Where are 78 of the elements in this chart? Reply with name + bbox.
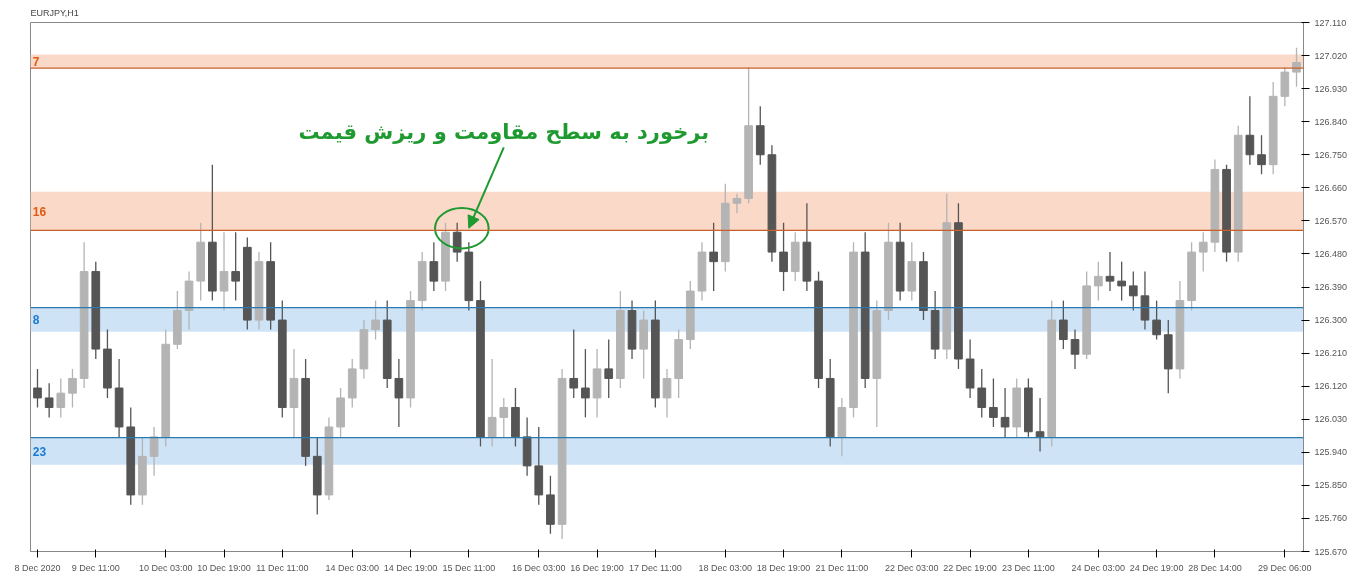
y-tick-label: 126.480 (1314, 248, 1348, 259)
candlestick (989, 377, 998, 428)
candlestick (1093, 261, 1103, 302)
y-tick-label: 126.570 (1314, 215, 1348, 226)
candlestick (779, 222, 788, 292)
x-tick-label: 8 Dec 2020 (14, 562, 61, 573)
candlestick (709, 222, 718, 292)
candlestick (1035, 397, 1045, 453)
annotation: برخورد به سطح مقاومت و ریزش قیمت (298, 119, 710, 144)
y-tick-label: 125.670 (1314, 546, 1348, 557)
y-tick-label: 126.930 (1314, 83, 1348, 94)
candlestick (149, 426, 159, 477)
x-tick-label: 29 Dec 06:00 (1258, 562, 1312, 573)
candlestick (452, 222, 462, 263)
x-tick-label: 9 Dec 11:00 (71, 562, 120, 573)
x-tick-label: 11 Dec 11:00 (256, 562, 309, 573)
x-tick-label: 14 Dec 19:00 (383, 562, 438, 573)
y-tick-label: 125.760 (1314, 513, 1348, 524)
candlestick (394, 358, 404, 428)
y-tick-label: 125.940 (1314, 447, 1348, 458)
candlestick (371, 299, 380, 341)
candlestick (732, 193, 742, 214)
y-tick-label: 126.840 (1314, 116, 1348, 127)
x-tick-label: 24 Dec 19:00 (1129, 562, 1184, 573)
candlestick (581, 348, 590, 419)
x-tick-label: 18 Dec 03:00 (698, 562, 753, 573)
x-tick-label: 17 Dec 11:00 (628, 562, 682, 573)
y-tick-label: 126.210 (1314, 348, 1348, 359)
candlestick (33, 368, 42, 409)
x-tick-label: 10 Dec 19:00 (197, 562, 251, 573)
candlestick (1198, 231, 1208, 273)
candlestick (499, 397, 509, 438)
candlestick (1070, 328, 1080, 370)
candlestick (487, 358, 497, 448)
x-tick-label: 24 Dec 03:00 (1071, 562, 1126, 573)
candlestick (231, 231, 241, 302)
y-tick-label: 126.750 (1314, 149, 1348, 160)
y-tick-label: 126.390 (1314, 282, 1348, 292)
y-tick-label: 126.660 (1314, 182, 1348, 193)
candlestick (604, 338, 614, 399)
candlestick (1257, 134, 1266, 175)
candlestick (977, 368, 987, 419)
band-label: 16 (32, 204, 47, 219)
x-tick-label: 10 Dec 03:00 (138, 562, 193, 573)
candlestick (44, 382, 54, 419)
x-tick-label: 15 Dec 11:00 (442, 562, 496, 573)
y-tick-label: 126.030 (1314, 414, 1348, 425)
candlestick (1000, 387, 1010, 438)
candlestick (1059, 299, 1068, 350)
y-tick-label: 126.300 (1314, 315, 1348, 326)
candlestick (1128, 270, 1138, 312)
candlestick (662, 368, 672, 419)
candlestick (569, 328, 579, 399)
y-tick-label: 127.020 (1314, 50, 1348, 61)
y-tick-label: 127.110 (1314, 17, 1347, 28)
candlestick (56, 377, 66, 419)
x-tick-label: 18 Dec 19:00 (756, 562, 811, 573)
x-tick-label: 28 Dec 14:00 (1188, 562, 1242, 573)
candlestick (429, 241, 439, 292)
x-tick-label: 23 Dec 11:00 (1001, 562, 1055, 573)
x-tick-label: 22 Dec 19:00 (943, 562, 997, 573)
candlestick (68, 368, 77, 409)
candlestick (1152, 299, 1161, 341)
x-tick-label: 16 Dec 19:00 (570, 562, 624, 573)
candlestick (1105, 251, 1115, 292)
band-label: 7 (32, 54, 40, 69)
x-tick-label: 22 Dec 03:00 (885, 562, 939, 573)
x-tick-label: 14 Dec 03:00 (325, 562, 380, 573)
y-tick-label: 125.850 (1314, 480, 1348, 491)
y-tick-label: 126.120 (1314, 381, 1348, 392)
x-tick-label: 16 Dec 03:00 (512, 562, 566, 573)
candlestick (1117, 261, 1126, 302)
chart-title: EURJPY,H1 (30, 7, 79, 18)
candlestick (219, 231, 229, 312)
x-tick-label: 21 Dec 11:00 (815, 562, 869, 573)
band-label: 23 (32, 444, 47, 459)
candlestick (1245, 95, 1255, 166)
band-label: 8 (32, 313, 40, 328)
